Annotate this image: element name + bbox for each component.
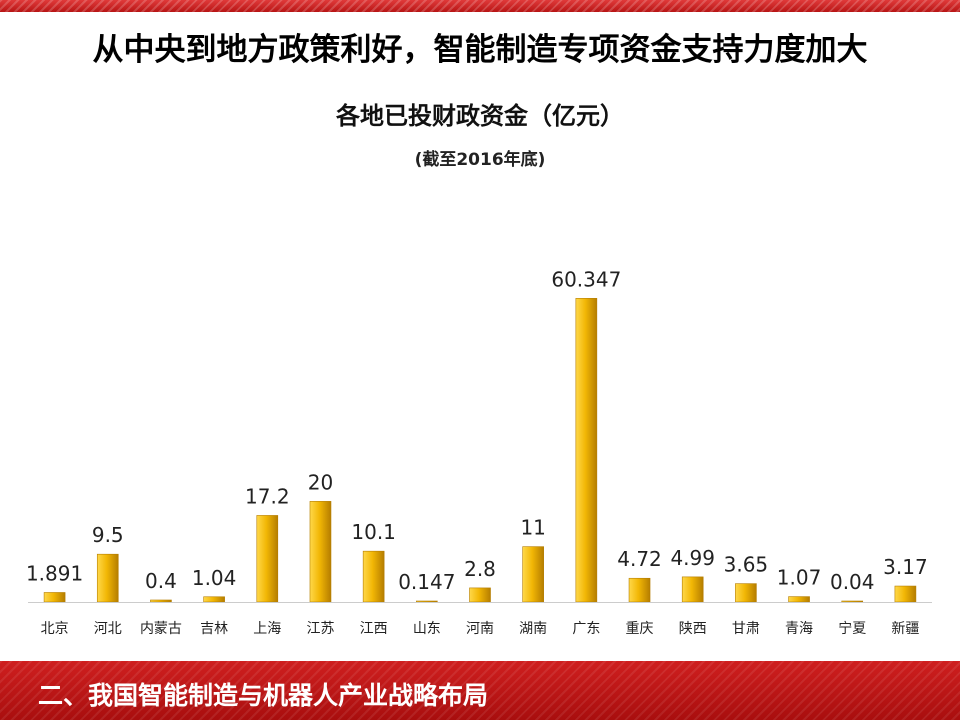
- category-label: 河南: [466, 621, 494, 637]
- bars-group: [43, 298, 917, 603]
- value-label: 0.147: [398, 570, 455, 594]
- value-label: 1.04: [192, 566, 237, 590]
- value-label: 0.4: [145, 569, 177, 593]
- category-label: 甘肃: [732, 621, 760, 637]
- value-label: 3.17: [883, 555, 928, 579]
- category-label: 山东: [413, 621, 441, 637]
- category-label: 重庆: [626, 621, 654, 637]
- value-label: 0.04: [830, 570, 875, 594]
- value-label: 11: [520, 516, 545, 540]
- bar-内蒙古: [150, 599, 172, 603]
- bar-青海: [788, 596, 810, 603]
- bar-河北: [96, 553, 119, 603]
- bar-江苏: [309, 501, 332, 603]
- category-labels-group: 北京 河北 内蒙古 吉林 上海 江苏 江西 山东 河南 湖南 广东 重庆 陕西 甘肃 青海 宁夏 新疆: [41, 620, 920, 637]
- value-label: 9.5: [92, 523, 124, 547]
- value-label: 4.99: [670, 546, 715, 570]
- bar-chart: 1.891 9.5 0.4 1.04 17.2 20 10.1 0.147 2.8 11 60.34…: [26, 267, 932, 637]
- category-label: 内蒙古: [140, 621, 182, 637]
- bar-陕西: [681, 576, 704, 603]
- bar-湖南: [522, 546, 544, 603]
- category-label: 北京: [41, 621, 69, 637]
- category-label: 江苏: [306, 621, 334, 637]
- top-decor-bar: [0, 0, 960, 12]
- value-label: 1.07: [777, 566, 822, 590]
- category-label: 河北: [94, 621, 122, 637]
- value-label: 17.2: [245, 484, 290, 508]
- value-label: 4.72: [617, 547, 662, 571]
- value-label: 1.891: [26, 561, 83, 585]
- bar-山东: [416, 600, 438, 603]
- category-label: 陕西: [679, 621, 707, 637]
- category-label: 青海: [785, 621, 813, 637]
- category-label: 江西: [360, 621, 388, 637]
- category-label: 广东: [572, 621, 600, 637]
- category-label: 湖南: [519, 621, 547, 637]
- bar-广东: [575, 298, 598, 603]
- category-label: 吉林: [200, 621, 228, 637]
- bar-重庆: [628, 577, 651, 603]
- bar-北京: [43, 592, 66, 603]
- value-label: 2.8: [464, 557, 496, 581]
- value-label: 20: [308, 470, 333, 494]
- value-label: 3.65: [724, 553, 769, 577]
- bar-宁夏: [841, 600, 864, 603]
- bar-甘肃: [735, 583, 757, 603]
- chart-subtitle: (截至2016年底): [414, 150, 546, 170]
- slide-title: 从中央到地方政策利好，智能制造专项资金支持力度加大: [92, 32, 868, 68]
- bottom-decor-bar: [0, 661, 960, 720]
- bar-江西: [362, 550, 385, 603]
- bar-新疆: [894, 585, 917, 603]
- chart-title: 各地已投财政资金（亿元）: [336, 102, 624, 130]
- bar-上海: [256, 515, 279, 603]
- category-label: 上海: [253, 621, 281, 637]
- footer-section-title: 二、我国智能制造与机器人产业战略布局: [38, 681, 489, 710]
- category-label: 宁夏: [838, 620, 866, 637]
- value-labels-group: 1.891 9.5 0.4 1.04 17.2 20 10.1 0.147 2.8 11 60.34…: [26, 267, 928, 594]
- bar-吉林: [203, 596, 225, 603]
- category-label: 新疆: [891, 621, 919, 637]
- bar-河南: [469, 587, 491, 603]
- value-label: 10.1: [351, 520, 396, 544]
- value-label: 60.347: [551, 267, 621, 291]
